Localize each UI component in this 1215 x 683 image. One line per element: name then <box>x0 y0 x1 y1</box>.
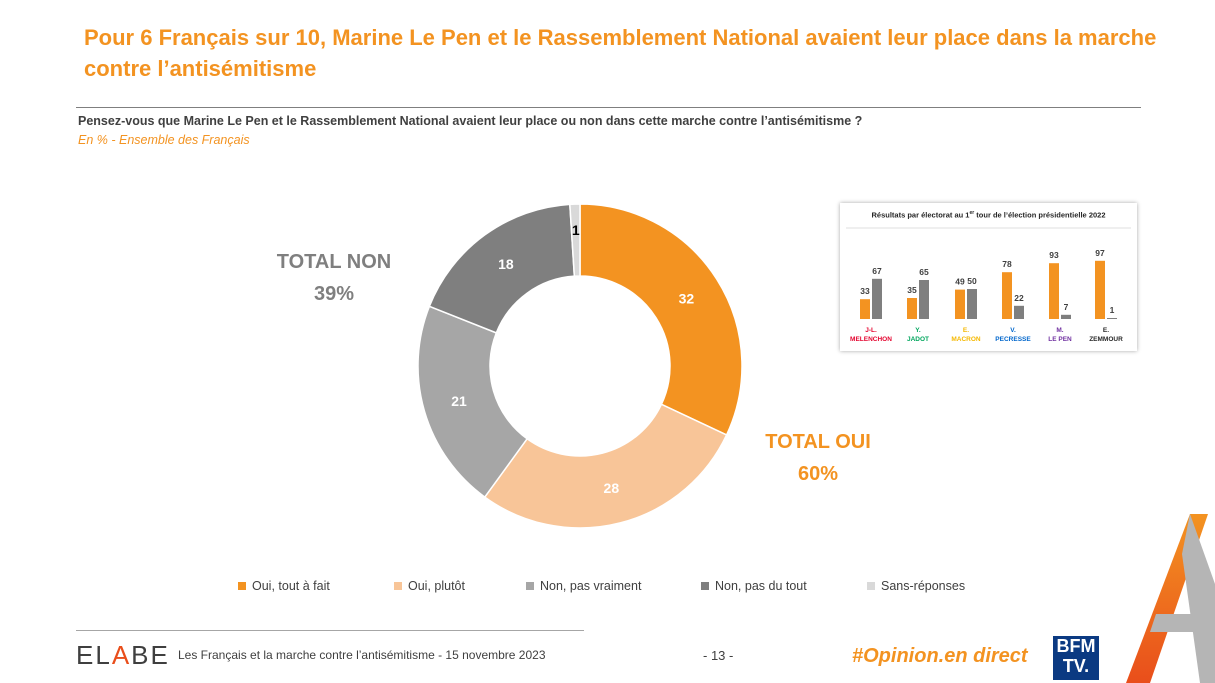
inset-bar-non-3 <box>1014 305 1024 319</box>
inset-title: Résultats par électorat au 1er tour de l… <box>840 210 1137 220</box>
inset-bar-oui-1 <box>907 298 917 319</box>
inset-candidate-3-line0: V. <box>1010 327 1016 334</box>
donut-label-sans-reponses: 1 <box>572 222 580 238</box>
inset-value-non-5: 1 <box>1110 305 1115 315</box>
inset-candidate-5-line0: E. <box>1103 327 1109 334</box>
donut-label-non-pas-du-tout: 18 <box>498 256 514 272</box>
donut-slice-sans-reponses <box>569 203 581 277</box>
inset-value-non-1: 65 <box>919 267 929 277</box>
legend-item-non-pas-du-tout: Non, pas du tout <box>701 579 807 593</box>
inset-candidate-0-line1: MELENCHON <box>850 336 892 343</box>
donut-label-oui-tout-a-fait: 32 <box>679 290 695 306</box>
inset-bar-non-1 <box>919 280 929 319</box>
legend-item-oui-tout-a-fait: Oui, tout à fait <box>238 579 330 593</box>
elabe-a-logo-icon <box>1126 514 1215 683</box>
donut-slice-non-pas-du-tout <box>428 203 576 334</box>
legend-swatch <box>394 582 402 590</box>
inset-value-oui-3: 78 <box>1002 259 1012 269</box>
inset-bar-non-5 <box>1107 318 1117 319</box>
total-oui-callout: TOTAL OUI 60% <box>742 426 894 490</box>
legend-label: Oui, tout à fait <box>252 579 330 593</box>
legend-item-oui-plutot: Oui, plutôt <box>394 579 465 593</box>
inset-candidate-4-line0: M. <box>1056 327 1063 334</box>
inset-title-text: Résultats par électorat au 1 <box>871 210 970 220</box>
inset-candidate-3-line1: PECRESSE <box>995 336 1031 343</box>
bfmtv-logo: BFM TV. <box>1053 636 1099 680</box>
total-non-callout: TOTAL NON 39% <box>258 246 410 310</box>
inset-bar-non-4 <box>1061 314 1071 319</box>
chart-legend: Oui, tout à fait Oui, plutôt Non, pas vrai… <box>0 579 1215 595</box>
legend-label: Oui, plutôt <box>408 579 465 593</box>
inset-bar-oui-4 <box>1049 263 1059 319</box>
inset-candidate-2-line0: E. <box>963 327 969 334</box>
inset-title-rest: tour de l’élection présidentielle 2022 <box>974 210 1106 220</box>
inset-candidate-0-line0: J-L. <box>865 327 877 334</box>
donut-label-oui-plutot: 28 <box>604 480 620 496</box>
inset-value-oui-4: 93 <box>1049 250 1059 260</box>
survey-base: En % - Ensemble des Français <box>78 133 250 147</box>
inset-bar-non-0 <box>872 278 882 319</box>
inset-value-non-2: 50 <box>967 276 977 286</box>
total-oui-label: TOTAL OUI <box>765 431 871 453</box>
total-oui-value: 60% <box>797 463 839 485</box>
legend-swatch <box>238 582 246 590</box>
inset-candidate-4-line1: LE PEN <box>1048 336 1072 343</box>
inset-candidate-5-line1: ZEMMOUR <box>1089 336 1123 343</box>
footer-study-title: Les Français et la marche contre l’antis… <box>178 648 546 662</box>
inset-candidate-1-line0: Y. <box>915 327 921 334</box>
inset-bar-oui-5 <box>1095 260 1105 319</box>
donut-slice-oui-plutot <box>483 403 728 529</box>
donut-chart: 32 28 21 18 1 <box>417 203 743 529</box>
page-title: Pour 6 Français sur 10, Marine Le Pen et… <box>84 25 1157 81</box>
legend-item-sans-reponses: Sans-réponses <box>867 579 965 593</box>
page-number: - 13 - <box>703 648 734 663</box>
title-divider <box>76 107 1141 108</box>
inset-bar-oui-2 <box>955 289 965 319</box>
inset-candidate-1-line1: JADOT <box>907 336 929 343</box>
opinion-hashtag: #Opinion.en direct <box>852 645 1028 667</box>
legend-swatch <box>701 582 709 590</box>
inset-value-oui-0: 33 <box>860 286 870 296</box>
legend-label: Sans-réponses <box>881 579 966 593</box>
inset-value-oui-1: 35 <box>907 285 917 295</box>
inset-candidate-2-line1: MACRON <box>951 336 981 343</box>
inset-value-oui-2: 49 <box>955 277 965 287</box>
legend-swatch <box>526 582 534 590</box>
total-non-value: 39% <box>313 283 355 305</box>
donut-slice-non-pas-vraiment <box>417 305 529 499</box>
inset-bar-non-2 <box>967 289 977 319</box>
donut-label-non-pas-vraiment: 21 <box>451 393 467 409</box>
inset-value-non-3: 22 <box>1014 293 1024 303</box>
inset-bar-oui-0 <box>860 299 870 319</box>
footer-divider <box>76 630 584 631</box>
legend-label: Non, pas vraiment <box>540 579 642 593</box>
inset-value-oui-5: 97 <box>1095 248 1105 258</box>
total-non-label: TOTAL NON <box>276 251 392 273</box>
legend-item-non-pas-vraiment: Non, pas vraiment <box>526 579 641 593</box>
legend-swatch <box>867 582 875 590</box>
legend-label: Non, pas du tout <box>715 579 807 593</box>
donut-slice-oui-tout-a-fait <box>579 203 743 436</box>
inset-value-non-4: 7 <box>1064 302 1069 312</box>
inset-title-sup: er <box>969 210 975 216</box>
electorate-inset: Résultats par électorat au 1er tour de l… <box>840 203 1137 351</box>
inset-value-non-0: 67 <box>872 266 882 276</box>
survey-question: Pensez-vous que Marine Le Pen et le Rass… <box>78 114 863 128</box>
elabe-logo: ELABE <box>76 640 170 670</box>
inset-bar-oui-3 <box>1002 272 1012 319</box>
